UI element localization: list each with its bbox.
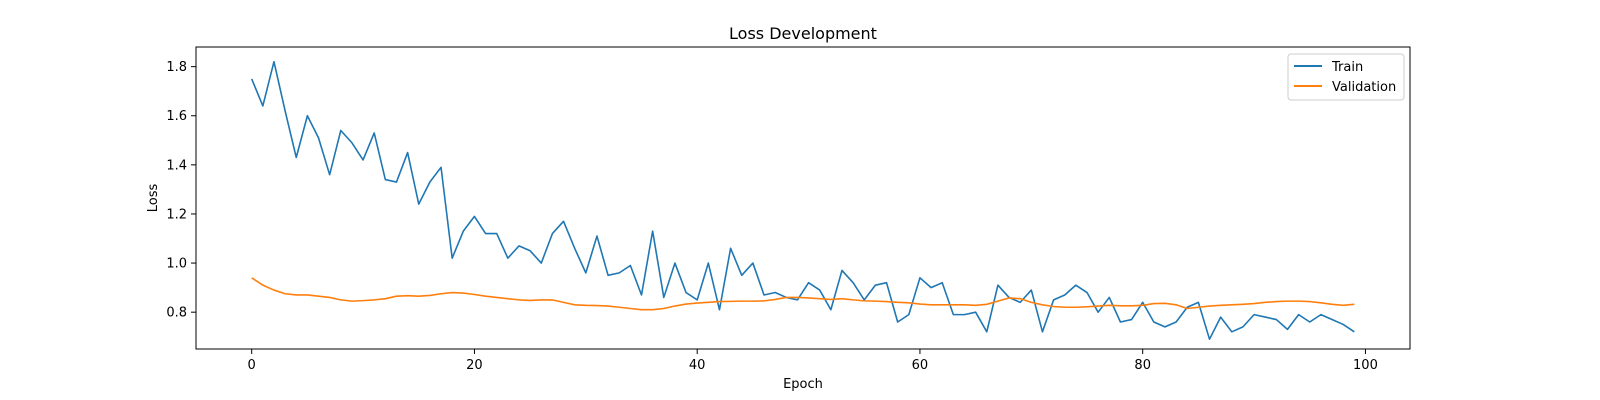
y-tick-label: 1.6: [166, 109, 187, 124]
x-tick-label: 20: [466, 358, 483, 373]
y-tick-label: 1.4: [166, 158, 187, 173]
y-tick-label: 1.8: [166, 60, 187, 75]
y-tick-label: 1.2: [166, 207, 187, 222]
x-tick-label: 0: [248, 358, 256, 373]
y-axis: 0.8 1.0 1.2 1.4 1.6 1.8: [166, 60, 196, 321]
x-axis: 0 20 40 60 80 100: [248, 349, 1378, 373]
legend-label-train: Train: [1331, 60, 1363, 75]
y-tick-label: 1.0: [166, 257, 187, 272]
legend: Train Validation: [1287, 53, 1405, 101]
x-tick-label: 40: [689, 358, 706, 373]
y-tick-label: 0.8: [166, 306, 187, 321]
chart-title: Loss Development: [729, 24, 877, 43]
plot-lines: [250, 60, 1355, 340]
series-line-train: [250, 60, 1355, 340]
x-tick-label: 60: [912, 358, 929, 373]
y-axis-label: Loss: [146, 184, 161, 213]
legend-label-validation: Validation: [1332, 80, 1396, 95]
x-tick-label: 80: [1134, 358, 1151, 373]
x-axis-label: Epoch: [783, 377, 823, 392]
series-line-validation: [251, 277, 1355, 311]
plot-frame: [195, 46, 1411, 350]
x-tick-label: 100: [1353, 358, 1378, 373]
